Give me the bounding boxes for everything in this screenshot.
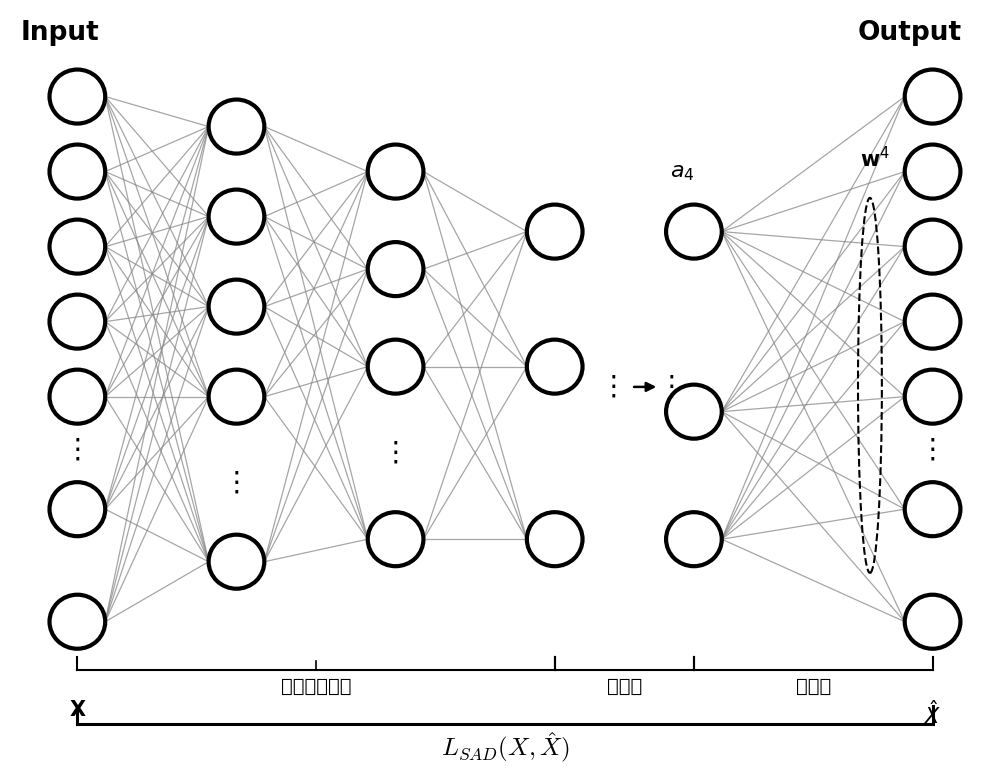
Text: 全连接: 全连接	[796, 676, 831, 696]
Ellipse shape	[527, 340, 583, 394]
Text: ⋮: ⋮	[599, 373, 627, 401]
Text: $\hat{X}$: $\hat{X}$	[924, 700, 941, 728]
Ellipse shape	[905, 69, 960, 124]
Ellipse shape	[527, 205, 583, 259]
Ellipse shape	[905, 482, 960, 537]
Ellipse shape	[209, 279, 264, 334]
Ellipse shape	[209, 100, 264, 154]
Ellipse shape	[209, 190, 264, 244]
Text: Input: Input	[21, 20, 99, 46]
Ellipse shape	[50, 69, 105, 124]
Ellipse shape	[50, 594, 105, 648]
Text: $\mathbf{w}^4$: $\mathbf{w}^4$	[860, 147, 890, 171]
Text: X: X	[69, 700, 85, 720]
Text: ⋮: ⋮	[382, 439, 409, 467]
Ellipse shape	[50, 144, 105, 198]
Ellipse shape	[50, 482, 105, 537]
Text: ⋮: ⋮	[657, 373, 685, 401]
Ellipse shape	[368, 340, 423, 394]
Text: ⋮: ⋮	[223, 469, 250, 497]
Ellipse shape	[666, 512, 722, 566]
Ellipse shape	[905, 144, 960, 198]
Ellipse shape	[368, 512, 423, 566]
Ellipse shape	[50, 295, 105, 349]
Text: ⋮: ⋮	[919, 435, 946, 463]
Ellipse shape	[50, 219, 105, 273]
Ellipse shape	[666, 205, 722, 259]
Text: 批标准化处理: 批标准化处理	[281, 676, 351, 696]
Ellipse shape	[209, 370, 264, 424]
Text: ⋮: ⋮	[63, 435, 91, 463]
Ellipse shape	[905, 219, 960, 273]
Ellipse shape	[905, 295, 960, 349]
Ellipse shape	[905, 594, 960, 648]
Ellipse shape	[905, 370, 960, 424]
Text: Output: Output	[858, 20, 962, 46]
Ellipse shape	[50, 370, 105, 424]
Ellipse shape	[527, 512, 583, 566]
Text: $a_4$: $a_4$	[670, 163, 694, 183]
Ellipse shape	[368, 242, 423, 296]
Ellipse shape	[368, 144, 423, 198]
Ellipse shape	[209, 535, 264, 589]
Ellipse shape	[666, 384, 722, 438]
Text: 和为一: 和为一	[607, 676, 642, 696]
Text: $L_{SAD}(X,\hat{X})$: $L_{SAD}(X,\hat{X})$	[441, 730, 569, 764]
